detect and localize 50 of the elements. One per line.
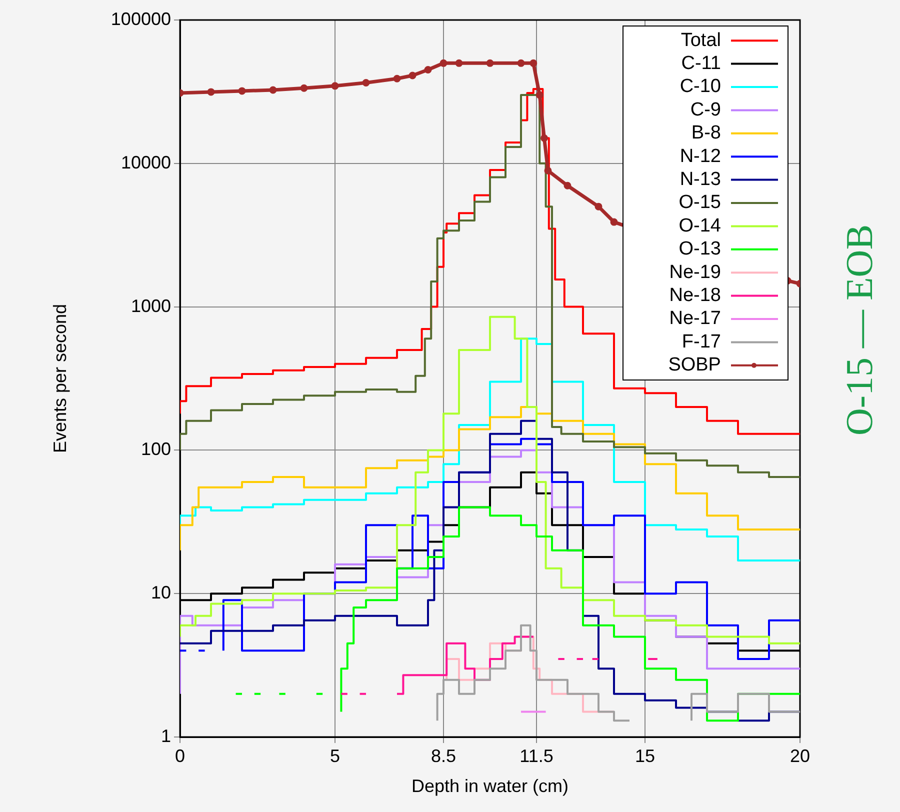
point [594,202,602,210]
x-tick-label: 20 [790,746,810,766]
y-tick-label: 100000 [110,8,171,29]
point [517,59,525,67]
legend-label: B-8 [691,122,721,144]
point [300,84,308,92]
legend-label: C-11 [681,53,721,74]
text: O-15 — EOB [838,224,881,436]
legend-label: Ne-17 [669,308,721,330]
point [207,88,215,96]
x-axis-title: Depth in water (cm) [411,776,569,796]
legend-label: N-13 [680,169,721,190]
x-tick-label: 5 [330,746,340,766]
x-tick-label: 0 [174,746,186,766]
y-axis-title: Events per second [50,304,70,454]
point [544,166,552,174]
point [408,72,416,80]
legend-label: SOBP [668,354,721,376]
point [564,182,572,190]
legend-label: Ne-19 [669,262,721,283]
legend-label: Total [680,30,721,51]
y-tick-label: 1 [160,726,171,746]
legend-label: O-15 [678,192,721,214]
point [440,59,448,67]
point [362,79,370,87]
y-tick-label: 100 [140,439,171,460]
point [610,218,618,226]
point [536,91,544,99]
x-tick-label: 11.5 [520,746,554,766]
point [530,59,538,67]
point [393,74,401,82]
y-tick-label: 1000 [130,296,171,316]
legend-label: C-9 [690,99,721,120]
y-tick-label: 10000 [120,152,171,172]
legend-label: Ne-18 [669,285,721,306]
legend-label: O-13 [678,238,721,260]
point [424,66,432,74]
x-tick-label: 8.5 [430,746,456,766]
point [540,134,548,142]
point [269,86,277,94]
legend-label: F-17 [682,331,721,352]
point [455,59,463,67]
point [331,82,339,90]
legend-label: C-10 [680,76,721,98]
y-tick-label: 10 [150,582,171,603]
x-tick-label: 15 [634,746,656,766]
legend-label: O-14 [678,215,722,236]
point [486,59,494,67]
point [238,87,246,95]
legend-label: N-12 [680,146,721,167]
